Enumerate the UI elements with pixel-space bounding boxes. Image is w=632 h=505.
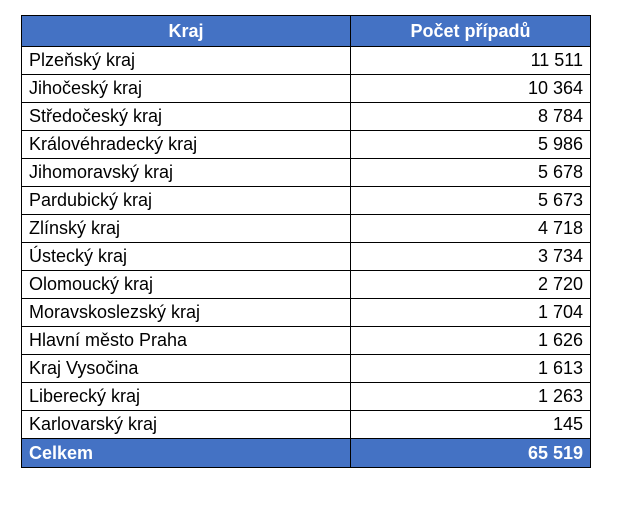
table-row: Královéhradecký kraj 5 986: [21, 130, 591, 159]
table-row: Plzeňský kraj 11 511: [21, 46, 591, 75]
case-count: 1 704: [350, 298, 591, 327]
region-name: Moravskoslezský kraj: [21, 298, 351, 327]
case-count: 3 734: [350, 242, 591, 271]
region-name: Zlínský kraj: [21, 214, 351, 243]
region-name: Kraj Vysočina: [21, 354, 351, 383]
table-row: Kraj Vysočina 1 613: [21, 354, 591, 383]
total-count: 65 519: [350, 438, 591, 468]
case-count: 11 511: [350, 46, 591, 75]
case-count: 5 678: [350, 158, 591, 187]
region-name: Středočeský kraj: [21, 102, 351, 131]
total-label: Celkem: [21, 438, 351, 468]
region-name: Ústecký kraj: [21, 242, 351, 271]
region-name: Olomoucký kraj: [21, 270, 351, 299]
table-body: Plzeňský kraj 11 511 Jihočeský kraj 10 3…: [21, 46, 591, 468]
table-row: Liberecký kraj 1 263: [21, 382, 591, 411]
case-count: 1 613: [350, 354, 591, 383]
case-count: 1 626: [350, 326, 591, 355]
case-count: 4 718: [350, 214, 591, 243]
region-name: Plzeňský kraj: [21, 46, 351, 75]
table-row: Ústecký kraj 3 734: [21, 242, 591, 271]
total-row: Celkem 65 519: [21, 438, 591, 468]
header-case-count: Počet případů: [350, 15, 591, 47]
region-name: Královéhradecký kraj: [21, 130, 351, 159]
table-row: Moravskoslezský kraj 1 704: [21, 298, 591, 327]
table-row: Středočeský kraj 8 784: [21, 102, 591, 131]
table-row: Hlavní město Praha 1 626: [21, 326, 591, 355]
case-count: 145: [350, 410, 591, 439]
header-region: Kraj: [21, 15, 351, 47]
header-row: Kraj Počet případů: [21, 15, 591, 47]
table-row: Karlovarský kraj 145: [21, 410, 591, 439]
region-name: Pardubický kraj: [21, 186, 351, 215]
case-count: 10 364: [350, 74, 591, 103]
region-name: Hlavní město Praha: [21, 326, 351, 355]
region-name: Jihočeský kraj: [21, 74, 351, 103]
cases-table-container: Kraj Počet případů Plzeňský kraj 11 511 …: [21, 15, 591, 468]
case-count: 1 263: [350, 382, 591, 411]
case-count: 2 720: [350, 270, 591, 299]
table-row: Zlínský kraj 4 718: [21, 214, 591, 243]
table-row: Olomoucký kraj 2 720: [21, 270, 591, 299]
region-name: Karlovarský kraj: [21, 410, 351, 439]
region-name: Liberecký kraj: [21, 382, 351, 411]
case-count: 5 986: [350, 130, 591, 159]
case-count: 8 784: [350, 102, 591, 131]
cases-by-region-table: Kraj Počet případů Plzeňský kraj 11 511 …: [21, 15, 591, 468]
region-name: Jihomoravský kraj: [21, 158, 351, 187]
table-row: Jihomoravský kraj 5 678: [21, 158, 591, 187]
table-row: Pardubický kraj 5 673: [21, 186, 591, 215]
table-row: Jihočeský kraj 10 364: [21, 74, 591, 103]
case-count: 5 673: [350, 186, 591, 215]
